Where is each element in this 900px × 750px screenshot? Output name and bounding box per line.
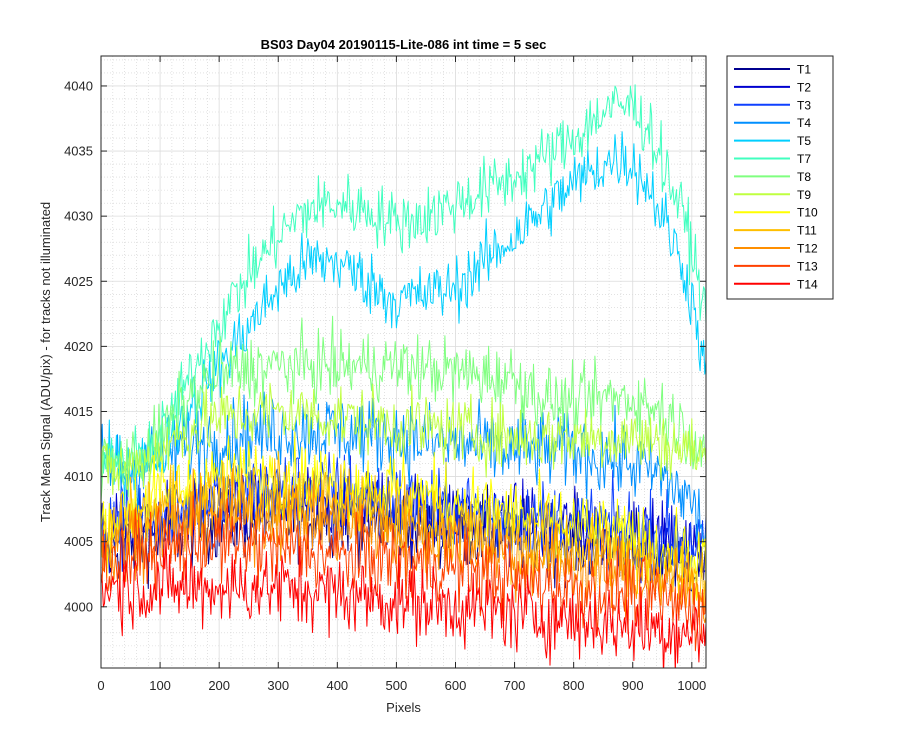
y-tick-label: 4000 (64, 599, 93, 614)
series-layer (101, 84, 706, 668)
legend-label-t9: T9 (797, 188, 811, 202)
legend-label-t8: T8 (797, 170, 811, 184)
series-line-t12 (101, 468, 706, 624)
series-line-t14 (101, 538, 706, 668)
x-tick-label: 200 (208, 678, 230, 693)
x-tick-label: 400 (326, 678, 348, 693)
y-tick-label: 4015 (64, 404, 93, 419)
x-tick-label: 300 (267, 678, 289, 693)
legend-label-t12: T12 (797, 242, 818, 256)
legend-label-t2: T2 (797, 80, 811, 94)
series-line-t4 (101, 391, 706, 548)
x-tick-label: 100 (149, 678, 171, 693)
x-tick-label: 900 (622, 678, 644, 693)
y-tick-label: 4025 (64, 274, 93, 289)
y-axis-label: Track Mean Signal (ADU/pix) - for tracks… (38, 202, 53, 522)
y-tick-label: 4040 (64, 78, 93, 93)
chart-title: BS03 Day04 20190115-Lite-086 int time = … (261, 37, 547, 52)
x-axis-label: Pixels (386, 700, 421, 715)
x-tick-label: 700 (504, 678, 526, 693)
y-tick-label: 4010 (64, 469, 93, 484)
series-line-t5 (101, 131, 706, 506)
y-tick-label: 4035 (64, 144, 93, 159)
x-tick-labels: 0 100 200 300 400 500 600 700 800 900 1000 (97, 678, 706, 693)
legend-label-t13: T13 (797, 259, 818, 273)
series-line-t7 (101, 84, 706, 491)
axis-ticks (100, 56, 706, 668)
legend-label-t11: T11 (797, 224, 817, 238)
y-tick-label: 4005 (64, 534, 93, 549)
legend-label-t5: T5 (797, 134, 811, 148)
x-tick-label: 1000 (677, 678, 706, 693)
series-line-t1 (101, 471, 706, 592)
legend-label-t7: T7 (797, 152, 811, 166)
x-tick-label: 800 (563, 678, 585, 693)
legend-label-t10: T10 (797, 206, 818, 220)
x-tick-label: 500 (386, 678, 408, 693)
y-tick-label: 4020 (64, 339, 93, 354)
series-line-t8 (101, 315, 706, 503)
x-tick-label: 0 (97, 678, 104, 693)
legend-label-t4: T4 (797, 116, 811, 130)
x-tick-label: 600 (445, 678, 467, 693)
legend-box (726, 55, 834, 300)
legend-label-t14: T14 (797, 277, 818, 291)
legend: T1 T2 T3 T4 T5 T7 T8 T9 T10 T11 T12 T13 T14 (726, 55, 834, 300)
legend-label-t3: T3 (797, 98, 811, 112)
y-tick-labels: 4000 4005 4010 4015 4020 4025 4030 4035 4040 (64, 78, 93, 614)
y-tick-label: 4030 (64, 209, 93, 224)
plot-frame (100, 55, 707, 669)
legend-label-t1: T1 (797, 63, 811, 77)
